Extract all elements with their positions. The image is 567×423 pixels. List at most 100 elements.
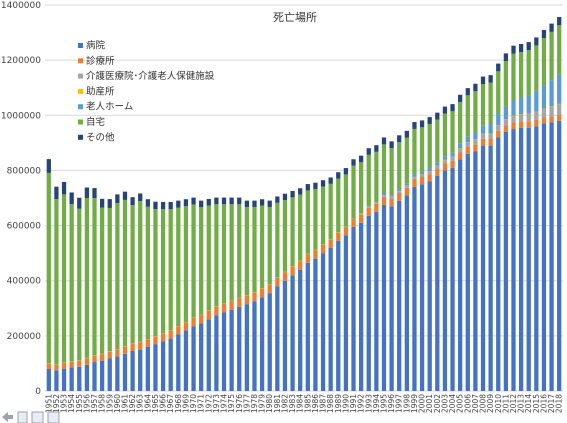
bar-segment [435,112,440,120]
bar-segment [458,152,463,160]
page-icon[interactable] [17,411,28,423]
bar-segment [259,297,265,391]
x-tick-label: 1952 [52,394,61,413]
bar-segment [496,71,501,115]
bar-segment [442,159,448,161]
bar-segment [381,144,387,195]
bar-segment [526,113,531,114]
bar-segment [419,174,425,178]
bar-segment [320,186,326,245]
x-axis-ticks: 1951195219531954195519561957195819591960… [44,394,563,413]
bar-segment [480,83,486,126]
bar-segment [351,218,356,219]
bar-segment [290,190,295,198]
bar-segment [290,197,295,267]
bar-segment [442,170,448,391]
x-tick-label: 1968 [174,394,183,413]
bar-segment [122,346,128,347]
x-tick-label: 1967 [166,394,175,413]
bar-segment [259,199,265,206]
x-tick-label: 1975 [227,394,236,413]
bar-segment [435,165,440,170]
bar-segment [374,151,379,202]
bar-segment [320,244,326,245]
bar-segment [92,355,97,363]
bar-segment [427,168,432,172]
bar-segment [389,195,394,197]
bar-segment [244,304,250,391]
arrow-left-icon[interactable] [2,412,13,422]
x-tick-label: 2003 [440,394,449,413]
legend-swatch [78,73,83,79]
bar-segment [252,200,257,207]
x-tick-label: 1959 [105,394,114,413]
bar-segment [442,113,448,157]
bar-segment [450,111,455,153]
bar-segment [99,354,105,361]
bar-segment [54,199,59,365]
bar-segment [54,364,59,366]
y-tick-label: 1200000 [1,56,41,66]
bar-segment [61,362,67,369]
bar-segment [221,303,227,313]
bar-segment [267,293,272,391]
bar-segment [534,90,539,112]
bar-segment [160,209,166,334]
bar-segment [290,266,295,276]
x-tick-label: 2015 [532,394,541,413]
x-tick-label: 1971 [197,394,206,413]
bar-segment [480,76,486,84]
x-tick-label: 2013 [517,394,526,413]
bar-segment [84,364,90,391]
bar-segment [343,168,349,175]
bar-segment [496,125,501,126]
legend-swatch [78,58,83,64]
bar-segment [61,368,67,391]
x-tick-label: 2017 [547,394,556,413]
bar-segment [419,120,425,128]
bar-segment [259,288,265,289]
bar-segment [92,198,97,356]
bar-segment [46,368,51,391]
x-tick-label: 1964 [143,394,152,413]
bar-segment [480,145,486,391]
bar-segment [427,123,432,169]
bar-segment [343,226,349,228]
bar-segment [275,196,280,203]
bar-segment [412,176,417,178]
x-tick-label: 1974 [220,394,229,413]
bar-segment [336,240,341,391]
bar-segment [366,154,371,206]
bar-segment [389,148,394,196]
x-tick-label: 2011 [501,394,510,413]
bar-segment [168,330,173,331]
bar-segment [465,142,470,143]
bar-segment [336,172,341,179]
bar-segment [458,143,463,149]
list-icon[interactable] [31,411,44,423]
x-tick-label: 1960 [113,394,122,413]
y-tick-label: 1400000 [1,1,41,11]
bar-segment [115,194,120,203]
bar-segment [397,189,402,191]
legend-swatch [78,88,83,94]
grid-icon[interactable] [47,411,60,423]
bar-segment [69,361,74,362]
bar-segment [465,142,470,147]
x-tick-label: 1986 [311,394,320,413]
bar-segment [412,179,417,187]
sheet-nav-icons[interactable] [0,410,70,423]
x-tick-label: 2008 [479,394,488,413]
bar-segment [526,50,531,96]
bar-segment [328,183,333,239]
bar-segment [138,193,143,202]
bar-segment [336,232,341,233]
bar-segment [473,83,478,92]
bar-segment [214,315,219,391]
bar-segment [122,346,128,354]
bar-segment [138,341,143,343]
x-tick-label: 1985 [303,394,312,413]
bar-segment [518,114,524,122]
bar-segment [199,314,204,324]
bar-segment [511,100,516,116]
